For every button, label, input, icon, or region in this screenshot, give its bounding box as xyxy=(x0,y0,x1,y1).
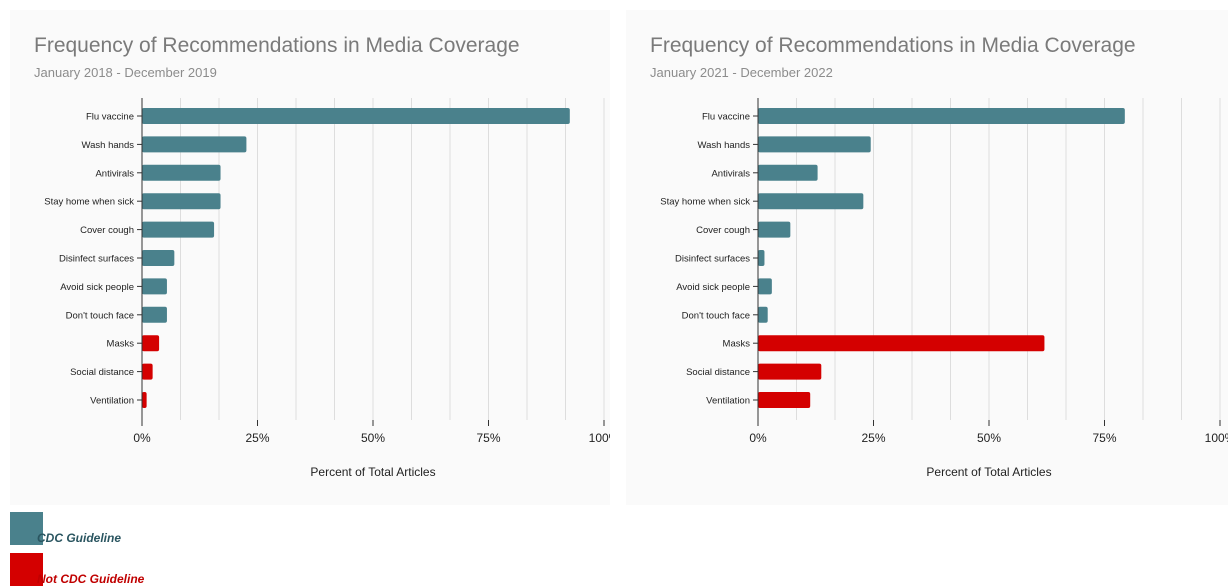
bar-social-distance xyxy=(758,363,822,380)
bar-don-t-touch-face xyxy=(142,306,167,323)
bar-avoid-sick-people xyxy=(758,278,772,295)
category-label-disinfect-surfaces: Disinfect surfaces xyxy=(59,254,134,265)
category-label-ventilation: Ventilation xyxy=(90,396,134,407)
category-label-antivirals: Antivirals xyxy=(95,168,134,179)
chart-title: Frequency of Recommendations in Media Co… xyxy=(650,34,1136,57)
category-label-don-t-touch-face: Don't touch face xyxy=(66,310,134,321)
x-tick-label: 50% xyxy=(977,431,1001,445)
bar-avoid-sick-people xyxy=(142,278,167,295)
chart-title: Frequency of Recommendations in Media Co… xyxy=(34,34,520,57)
bar-cover-cough xyxy=(142,221,215,238)
category-label-cover-cough: Cover cough xyxy=(696,225,750,236)
legend-swatch xyxy=(10,512,43,545)
bar-ventilation xyxy=(142,392,147,408)
bar-stay-home-when-sick xyxy=(142,193,221,210)
category-label-social-distance: Social distance xyxy=(686,367,750,378)
bar-stay-home-when-sick xyxy=(758,193,864,210)
bar-masks xyxy=(758,335,1045,352)
category-label-antivirals: Antivirals xyxy=(711,168,750,179)
category-label-social-distance: Social distance xyxy=(70,367,134,378)
bar-social-distance xyxy=(142,363,153,380)
bar-chart: Flu vaccine Wash hands Antivirals Stay home… xyxy=(660,98,1228,479)
x-axis-label: Percent of Total Articles xyxy=(926,465,1051,479)
x-tick-label: 25% xyxy=(861,431,885,445)
x-tick-label: 50% xyxy=(361,431,385,445)
x-tick-label: 0% xyxy=(133,431,151,445)
legend-swatch xyxy=(10,553,43,586)
bar-antivirals xyxy=(142,164,221,181)
category-label-flu-vaccine: Flu vaccine xyxy=(86,112,134,123)
category-label-don-t-touch-face: Don't touch face xyxy=(682,310,750,321)
x-axis-label: Percent of Total Articles xyxy=(310,465,435,479)
legend-label: CDC Guideline xyxy=(37,531,122,545)
x-tick-label: 75% xyxy=(476,431,500,445)
category-label-cover-cough: Cover cough xyxy=(80,225,134,236)
chart-panel-2018-2019: Frequency of Recommendations in Media Co… xyxy=(10,10,610,505)
x-tick-label: 100% xyxy=(589,431,610,445)
bar-flu-vaccine xyxy=(758,108,1125,124)
bar-antivirals xyxy=(758,164,818,181)
bar-flu-vaccine xyxy=(142,108,570,124)
category-label-masks: Masks xyxy=(107,339,135,350)
bar-ventilation xyxy=(758,392,811,408)
chart-subtitle: January 2018 - December 2019 xyxy=(34,65,217,80)
category-label-wash-hands: Wash hands xyxy=(698,140,751,151)
category-label-avoid-sick-people: Avoid sick people xyxy=(60,282,134,293)
bar-wash-hands xyxy=(142,136,247,153)
bar-cover-cough xyxy=(758,221,791,238)
category-label-flu-vaccine: Flu vaccine xyxy=(702,112,750,123)
chart-subtitle: January 2021 - December 2022 xyxy=(650,65,833,80)
x-tick-label: 25% xyxy=(245,431,269,445)
category-label-masks: Masks xyxy=(723,339,751,350)
category-label-avoid-sick-people: Avoid sick people xyxy=(676,282,750,293)
category-label-disinfect-surfaces: Disinfect surfaces xyxy=(675,254,750,265)
bar-masks xyxy=(142,335,160,352)
bar-wash-hands xyxy=(758,136,871,153)
chart-panel-2021-2022: Frequency of Recommendations in Media Co… xyxy=(626,10,1228,505)
bar-don-t-touch-face xyxy=(758,306,768,323)
x-tick-label: 75% xyxy=(1092,431,1116,445)
bar-disinfect-surfaces xyxy=(142,250,175,266)
legend-label: Not CDC Guideline xyxy=(37,572,145,586)
bar-disinfect-surfaces xyxy=(758,250,765,266)
x-tick-label: 100% xyxy=(1205,431,1228,445)
bar-chart: Flu vaccine Wash hands Antivirals Stay home… xyxy=(44,98,610,479)
category-label-stay-home-when-sick: Stay home when sick xyxy=(660,197,750,208)
category-label-ventilation: Ventilation xyxy=(706,396,750,407)
category-label-stay-home-when-sick: Stay home when sick xyxy=(44,197,134,208)
x-tick-label: 0% xyxy=(749,431,767,445)
category-label-wash-hands: Wash hands xyxy=(82,140,135,151)
